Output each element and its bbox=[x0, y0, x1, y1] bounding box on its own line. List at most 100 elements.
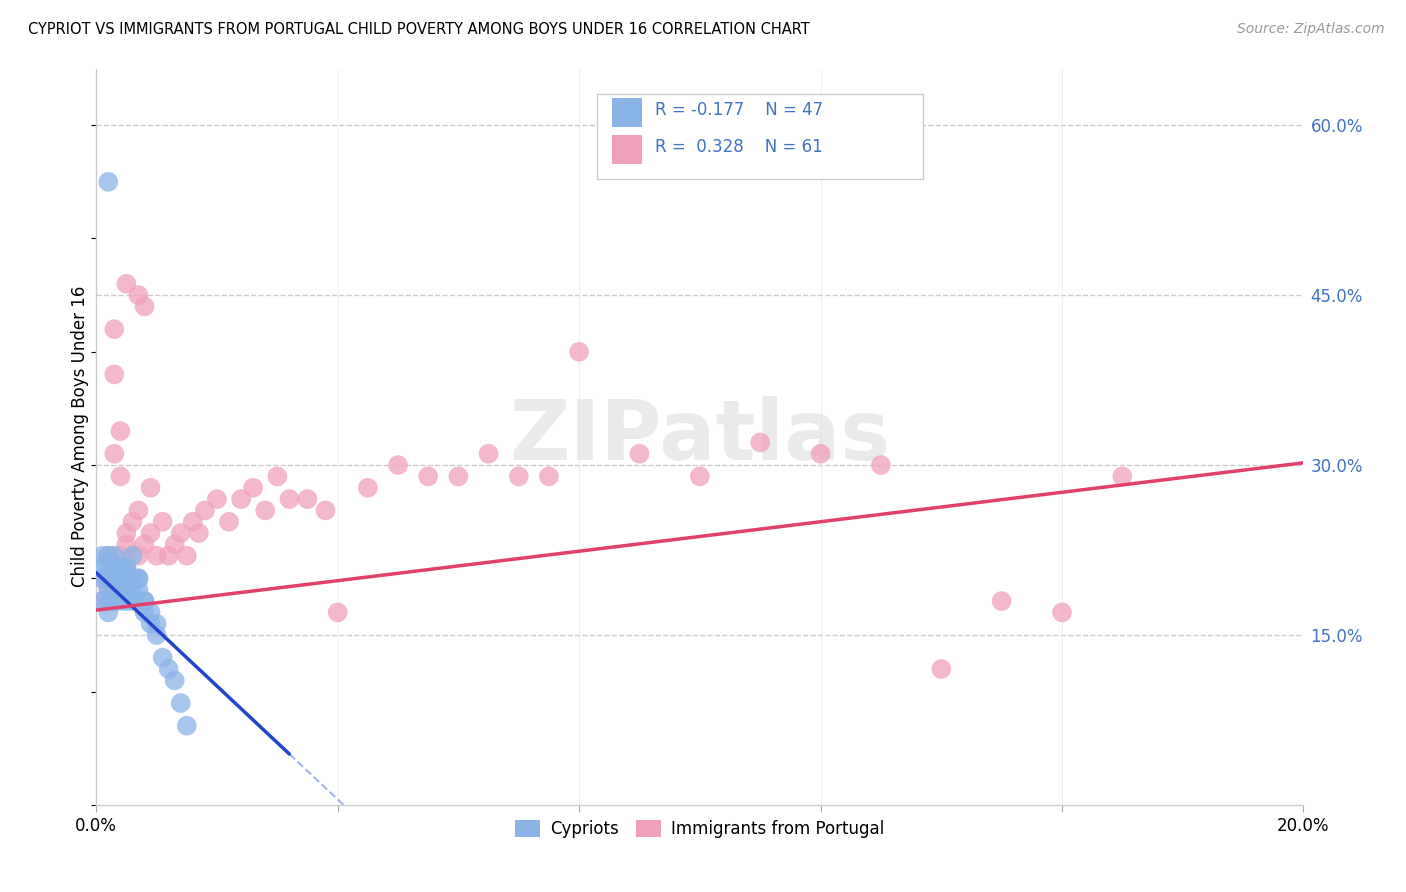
Point bbox=[229, 492, 252, 507]
Point bbox=[145, 549, 167, 563]
Point bbox=[278, 492, 301, 507]
Point bbox=[242, 481, 264, 495]
Point bbox=[1111, 469, 1133, 483]
Point bbox=[115, 277, 138, 291]
Point bbox=[749, 435, 772, 450]
Point bbox=[97, 571, 120, 585]
Point bbox=[115, 526, 138, 541]
Point bbox=[127, 571, 149, 585]
Point bbox=[91, 571, 114, 585]
Point bbox=[152, 515, 174, 529]
Point bbox=[139, 606, 162, 620]
Point bbox=[110, 582, 132, 597]
Point bbox=[103, 549, 125, 563]
Point bbox=[97, 175, 120, 189]
Point bbox=[97, 571, 120, 585]
Point bbox=[91, 571, 114, 585]
Point bbox=[170, 526, 193, 541]
Point bbox=[163, 673, 186, 688]
Point bbox=[121, 515, 143, 529]
Point bbox=[103, 582, 125, 597]
Point bbox=[145, 616, 167, 631]
Point bbox=[1050, 606, 1073, 620]
Y-axis label: Child Poverty Among Boys Under 16: Child Poverty Among Boys Under 16 bbox=[72, 286, 89, 588]
Point bbox=[91, 594, 114, 608]
Point bbox=[103, 594, 125, 608]
Point bbox=[181, 515, 204, 529]
Point bbox=[477, 447, 499, 461]
Point bbox=[689, 469, 711, 483]
Point bbox=[110, 560, 132, 574]
Point bbox=[110, 560, 132, 574]
Point bbox=[121, 549, 143, 563]
Point bbox=[127, 571, 149, 585]
Point bbox=[121, 594, 143, 608]
Point bbox=[127, 582, 149, 597]
Point bbox=[326, 606, 349, 620]
Point bbox=[447, 469, 470, 483]
Point bbox=[929, 662, 952, 676]
Point bbox=[266, 469, 288, 483]
Point bbox=[157, 662, 180, 676]
Point bbox=[157, 549, 180, 563]
Point bbox=[110, 549, 132, 563]
Point bbox=[97, 606, 120, 620]
Point bbox=[218, 515, 240, 529]
Point bbox=[97, 549, 120, 563]
Point bbox=[810, 447, 832, 461]
Point bbox=[134, 537, 156, 551]
Point bbox=[115, 537, 138, 551]
Point bbox=[508, 469, 530, 483]
Point bbox=[103, 322, 125, 336]
FancyBboxPatch shape bbox=[598, 95, 924, 179]
Text: ZIPatlas: ZIPatlas bbox=[509, 396, 890, 477]
Point bbox=[870, 458, 893, 472]
Point bbox=[315, 503, 337, 517]
Point bbox=[187, 526, 209, 541]
Point bbox=[139, 526, 162, 541]
Point bbox=[139, 616, 162, 631]
Point bbox=[568, 344, 591, 359]
Point bbox=[110, 469, 132, 483]
Point bbox=[103, 560, 125, 574]
Point bbox=[297, 492, 319, 507]
Point bbox=[110, 424, 132, 438]
Text: R = -0.177    N = 47: R = -0.177 N = 47 bbox=[655, 102, 824, 120]
Point bbox=[97, 549, 120, 563]
Point bbox=[152, 650, 174, 665]
Point bbox=[97, 594, 120, 608]
Point bbox=[134, 594, 156, 608]
Point bbox=[91, 549, 114, 563]
Point bbox=[115, 560, 138, 574]
Point bbox=[110, 571, 132, 585]
Point bbox=[103, 368, 125, 382]
Point bbox=[176, 719, 198, 733]
Point bbox=[115, 582, 138, 597]
Point bbox=[103, 447, 125, 461]
Legend: Cypriots, Immigrants from Portugal: Cypriots, Immigrants from Portugal bbox=[509, 813, 891, 845]
Point bbox=[115, 571, 138, 585]
Point bbox=[121, 571, 143, 585]
Point bbox=[97, 582, 120, 597]
Point bbox=[134, 594, 156, 608]
Point bbox=[145, 628, 167, 642]
Point bbox=[110, 594, 132, 608]
Point bbox=[103, 582, 125, 597]
Point bbox=[194, 503, 217, 517]
Point bbox=[176, 549, 198, 563]
Point bbox=[115, 582, 138, 597]
Point bbox=[115, 594, 138, 608]
Text: Source: ZipAtlas.com: Source: ZipAtlas.com bbox=[1237, 22, 1385, 37]
Text: R =  0.328    N = 61: R = 0.328 N = 61 bbox=[655, 138, 823, 156]
Point bbox=[110, 571, 132, 585]
Point bbox=[115, 560, 138, 574]
Point bbox=[91, 560, 114, 574]
Point bbox=[103, 571, 125, 585]
Point bbox=[357, 481, 380, 495]
Point bbox=[628, 447, 651, 461]
Point bbox=[97, 560, 120, 574]
Point bbox=[127, 549, 149, 563]
Point bbox=[990, 594, 1012, 608]
Text: CYPRIOT VS IMMIGRANTS FROM PORTUGAL CHILD POVERTY AMONG BOYS UNDER 16 CORRELATIO: CYPRIOT VS IMMIGRANTS FROM PORTUGAL CHIL… bbox=[28, 22, 810, 37]
Point bbox=[121, 571, 143, 585]
